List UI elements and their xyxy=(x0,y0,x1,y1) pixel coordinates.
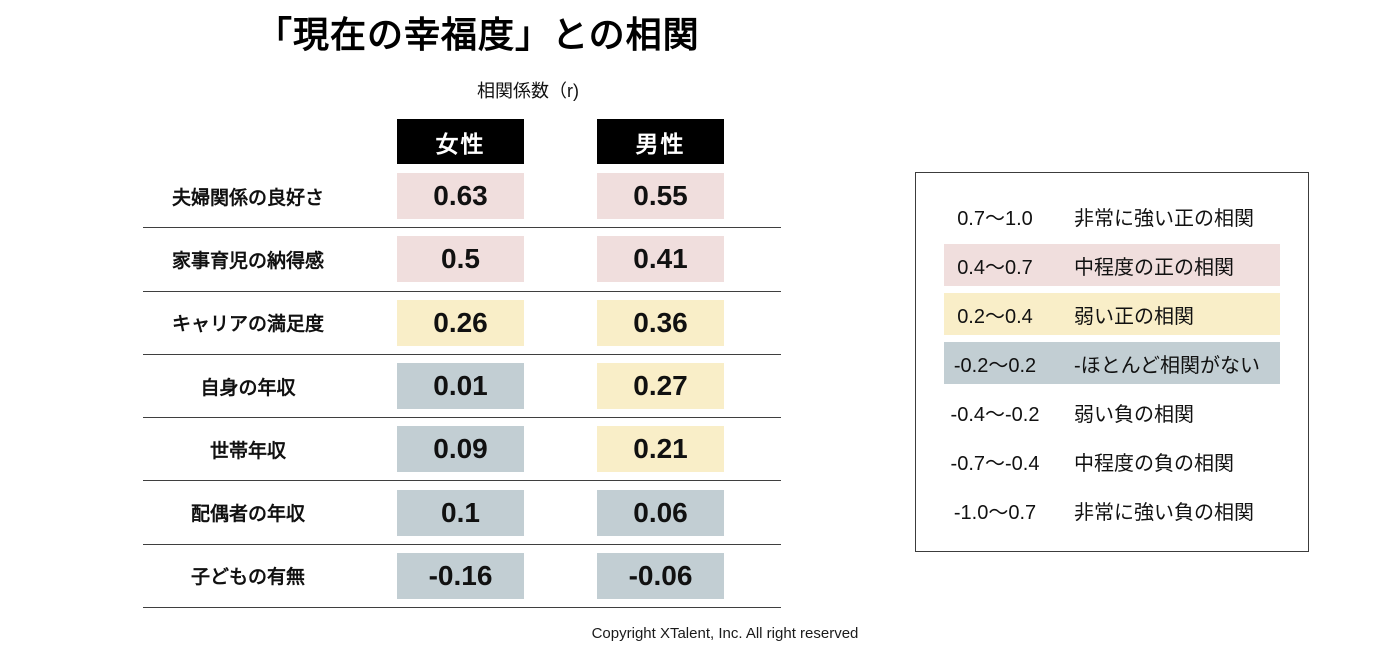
value-cell-female: 0.26 xyxy=(397,299,524,346)
value-cell-male: 0.21 xyxy=(597,426,724,473)
value-cell-male: 0.41 xyxy=(597,236,724,283)
table-header-row: 女性 男性 xyxy=(143,119,781,165)
table-body: 夫婦関係の良好さ 0.63 0.55 家事育児の納得感 0.5 0.41 キャリアの満足度 0… xyxy=(143,165,781,609)
column-gap xyxy=(524,236,597,282)
value-cell-female: 0.1 xyxy=(397,489,524,536)
legend-rows: 0.7～1.0 非常に強い正の相関 0.4～0.7 中程度の正の相関 0.2～0.4 弱い… xyxy=(916,195,1308,531)
legend-item: 0.2～0.4 弱い正の相関 xyxy=(944,293,1280,335)
row-label: キャリアの満足度 xyxy=(171,314,324,336)
legend-item: 0.4～0.7 中程度の正の相関 xyxy=(944,244,1280,286)
value-cell-male: -0.06 xyxy=(597,552,724,599)
copyright-text: Copyright XTalent, Inc. All right reserv… xyxy=(591,625,859,642)
legend-range: -1.0～0.7 xyxy=(953,501,1037,524)
column-gap xyxy=(524,300,597,346)
column-gap xyxy=(524,363,597,409)
value-cell-female: -0.16 xyxy=(397,552,524,599)
value-cell-female: 0.5 xyxy=(397,236,524,283)
column-gap xyxy=(524,426,597,472)
legend-item: -0.7～-0.4 中程度の負の相関 xyxy=(944,440,1280,482)
page-title: 「現在の幸福度」との相関 xyxy=(256,14,700,55)
row-label: 自身の年収 xyxy=(200,377,296,399)
value-cell-female: 0.09 xyxy=(397,426,524,473)
column-gap xyxy=(524,553,597,599)
legend-item-label: 中程度の正の相関 xyxy=(1074,256,1234,279)
table-row: キャリアの満足度 0.26 0.36 xyxy=(143,292,781,355)
legend-range: -0.7～-0.4 xyxy=(950,452,1040,475)
correlation-table: 女性 男性 夫婦関係の良好さ 0.63 0.55 家事育児の納得感 0.5 0.41 キャリ… xyxy=(143,119,781,609)
legend-box: 0.7～1.0 非常に強い正の相関 0.4～0.7 中程度の正の相関 0.2～0.4 弱い… xyxy=(915,172,1309,552)
table-row: 夫婦関係の良好さ 0.63 0.55 xyxy=(143,165,781,229)
row-label: 世帯年収 xyxy=(209,440,286,462)
legend-range: 0.4～0.7 xyxy=(957,256,1033,279)
legend-range: -0.4～-0.2 xyxy=(950,403,1040,426)
legend-range: -0.2～0.2 xyxy=(953,354,1037,377)
row-label: 配偶者の年収 xyxy=(190,504,305,526)
legend-item: -1.0～0.7 非常に強い負の相関 xyxy=(944,489,1280,531)
legend-range: 0.2～0.4 xyxy=(957,305,1033,328)
table-row: 配偶者の年収 0.1 0.06 xyxy=(143,481,781,545)
row-label: 子どもの有無 xyxy=(190,567,305,589)
value-cell-male: 0.36 xyxy=(597,299,724,346)
column-header-female: 女性 xyxy=(397,119,524,164)
table-row: 自身の年収 0.01 0.27 xyxy=(143,355,781,419)
legend-item-label: -ほとんど相関がない xyxy=(1074,354,1261,377)
legend-item: 0.7～1.0 非常に強い正の相関 xyxy=(944,195,1280,237)
legend-item-label: 弱い正の相関 xyxy=(1074,305,1194,328)
legend-item-label: 非常に強い正の相関 xyxy=(1074,207,1254,230)
legend-item-label: 中程度の負の相関 xyxy=(1074,452,1234,475)
value-cell-male: 0.27 xyxy=(597,363,724,410)
table-row: 家事育児の納得感 0.5 0.41 xyxy=(143,228,781,292)
column-gap xyxy=(524,173,597,219)
table-row: 世帯年収 0.09 0.21 xyxy=(143,418,781,482)
value-cell-male: 0.55 xyxy=(597,173,724,220)
value-cell-female: 0.01 xyxy=(397,363,524,410)
row-label: 夫婦関係の良好さ xyxy=(171,187,324,209)
column-header-male: 男性 xyxy=(597,119,724,164)
legend-item: -0.4～-0.2 弱い負の相関 xyxy=(944,391,1280,433)
legend-range: 0.7～1.0 xyxy=(957,207,1033,230)
value-cell-male: 0.06 xyxy=(597,489,724,536)
legend-item-label: 非常に強い負の相関 xyxy=(1074,501,1254,524)
table-row: 子どもの有無 -0.16 -0.06 xyxy=(143,545,781,609)
column-gap xyxy=(524,490,597,536)
row-label: 家事育児の納得感 xyxy=(171,250,324,272)
legend-item: -0.2～0.2 -ほとんど相関がない xyxy=(944,342,1280,384)
legend-item-label: 弱い負の相関 xyxy=(1074,403,1194,426)
coefficient-axis-label: 相関係数（r) xyxy=(477,81,579,101)
value-cell-female: 0.63 xyxy=(397,173,524,220)
